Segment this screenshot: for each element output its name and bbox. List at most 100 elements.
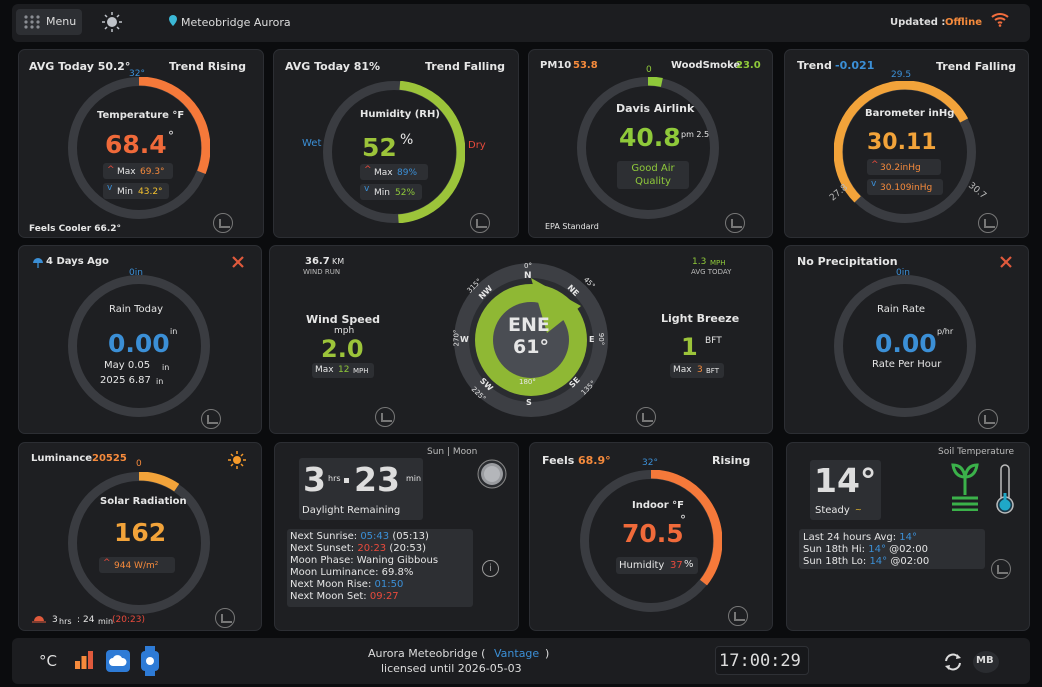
- rain-year: 2025 6.87: [100, 375, 151, 386]
- footer-license: licensed until 2026-05-03: [381, 662, 522, 675]
- precip-gauge-ring: [834, 275, 976, 417]
- precip-tools-icon[interactable]: [999, 255, 1013, 269]
- soil-avg-label: Last 24 hours Avg:: [803, 532, 897, 543]
- indoor-chart-icon[interactable]: [728, 606, 748, 626]
- indoor-trend: Rising: [712, 454, 751, 467]
- indoor-panel: Feels 68.9° Rising 32° Indoor °F 70.5 ° …: [529, 442, 773, 631]
- cloud-button[interactable]: [106, 650, 130, 672]
- luminance-value: 20525: [92, 453, 127, 464]
- plant-icon: [951, 463, 979, 511]
- soil-details-box: [799, 529, 985, 569]
- rain-unit: in: [170, 327, 178, 336]
- info-icon[interactable]: i: [482, 560, 499, 577]
- baro-trend-label: Trend: [797, 59, 832, 72]
- beaufort-value: 1: [681, 333, 698, 361]
- wind-speed-label: Wind Speed: [306, 313, 381, 326]
- humidity-wet: Wet: [302, 138, 322, 149]
- indoor-gauge-arc: [580, 470, 722, 612]
- humidity-trend: Trend Falling: [425, 60, 506, 73]
- compass-270: 270°: [452, 329, 461, 347]
- solar-min-label: min: [98, 617, 114, 626]
- solar-hrs-label: hrs: [59, 617, 72, 626]
- watch-button[interactable]: [140, 646, 160, 676]
- wind-compass: [454, 263, 608, 417]
- temp-trend: Trend Rising: [169, 60, 246, 73]
- temp-min-label: Min: [117, 187, 133, 197]
- pm10-value: 53.8: [573, 60, 598, 71]
- precip-unit: p/hr: [937, 327, 954, 336]
- wind-max-label: Max: [315, 365, 334, 375]
- refresh-icon[interactable]: [943, 652, 963, 672]
- rain-panel: 4 Days Ago 0in Rain Today 0.00 in May 0.…: [18, 245, 262, 434]
- temp-min: 43.2°: [138, 187, 163, 197]
- daylight-min: 23: [354, 460, 400, 499]
- compass-180: 180°: [519, 378, 536, 386]
- humidity-chart-icon[interactable]: [470, 213, 490, 233]
- rain-month-unit: in: [162, 363, 170, 372]
- precip-sub: Rate Per Hour: [872, 359, 942, 370]
- soil-state: Steady: [815, 505, 850, 516]
- tools-icon[interactable]: [231, 255, 245, 269]
- soil-chart-icon[interactable]: [991, 559, 1011, 579]
- unit-toggle-button[interactable]: °C: [39, 652, 57, 670]
- air-gauge-arc: [577, 77, 719, 219]
- precip-chart-icon[interactable]: [978, 409, 998, 429]
- humidity-avg: AVG Today 81%: [285, 60, 381, 73]
- baro-title: Barometer inHg: [865, 108, 955, 119]
- solar-colon: :: [77, 615, 81, 625]
- precip-value: 0.00: [875, 329, 937, 358]
- compass-s: S: [526, 398, 532, 407]
- woodsmoke-label: WoodSmoke: [671, 60, 741, 71]
- sun-mode-icon[interactable]: [101, 11, 123, 33]
- luminance-label: Luminance: [31, 453, 93, 464]
- soil-lo-label: Sun 18th Lo:: [803, 556, 867, 567]
- rain-month: May 0.05: [104, 360, 151, 371]
- solar-max-arrow-icon: ^: [103, 558, 111, 568]
- menu-button[interactable]: Menu: [16, 9, 82, 35]
- sunset-icon: [32, 616, 46, 623]
- footer-title-1: Aurora Meteobridge (: [368, 647, 486, 660]
- mb-label: MB: [976, 655, 994, 666]
- solar-chart-icon[interactable]: [215, 608, 235, 628]
- moon-luminance: Moon Luminance: 69.8%: [290, 567, 414, 578]
- air-unit: pm 2.5: [681, 130, 710, 139]
- rain-value: 0.00: [108, 329, 170, 358]
- footer-title-2: ): [545, 647, 550, 660]
- baro-chart-icon[interactable]: [978, 213, 998, 233]
- wind-degrees: 61°: [513, 336, 549, 358]
- footer-vantage: Vantage: [494, 647, 540, 660]
- solar-value: 162: [114, 518, 167, 547]
- sunset-label: Next Sunset:: [290, 543, 355, 554]
- moonset-time: 09:27: [369, 591, 399, 602]
- soil-hi: 14°: [868, 544, 886, 555]
- air-title: Davis Airlink: [616, 102, 695, 115]
- humidity-min-arrow-icon: v: [364, 184, 370, 194]
- moonrise-time: 01:50: [374, 579, 404, 590]
- rain-year-unit: in: [156, 377, 164, 386]
- wind-run-unit: KM: [332, 257, 345, 266]
- rain-chart-icon[interactable]: [201, 409, 221, 429]
- wind-panel: 36.7 KM WIND RUN 1.3 MPH AVG TODAY Wind …: [269, 245, 773, 434]
- air-chart-icon[interactable]: [725, 213, 745, 233]
- sunset-time: 20:23: [357, 543, 387, 554]
- moon-icon: [477, 459, 507, 489]
- beaufort-unit: BFT: [705, 336, 722, 346]
- temp-chart-icon[interactable]: [213, 213, 233, 233]
- bar-chart-icon[interactable]: [74, 650, 94, 670]
- precip-scale: 0in: [896, 268, 910, 278]
- wind-chart-icon-left[interactable]: [375, 407, 395, 427]
- clock: 17:00:29: [719, 651, 801, 671]
- grid-icon: [24, 15, 40, 29]
- baro-gauge-arc: [834, 81, 976, 223]
- barometer-panel: Trend -0.021 Trend Falling 29.5 27.8 30.…: [784, 49, 1029, 238]
- daylight-hrs: 3: [303, 460, 326, 499]
- air-standard: EPA Standard: [545, 222, 599, 231]
- wind-run-label: WIND RUN: [303, 268, 341, 276]
- humidity-value: 52: [362, 133, 397, 162]
- humidity-gauge-arc: [323, 81, 465, 223]
- mb-button[interactable]: MB: [973, 651, 999, 673]
- temperature-panel: AVG Today 50.2° Trend Rising 32° Tempera…: [18, 49, 264, 238]
- temp-value: 68.4: [105, 130, 167, 159]
- wind-chart-icon-right[interactable]: [636, 407, 656, 427]
- temp-min-arrow-icon: v: [107, 183, 113, 193]
